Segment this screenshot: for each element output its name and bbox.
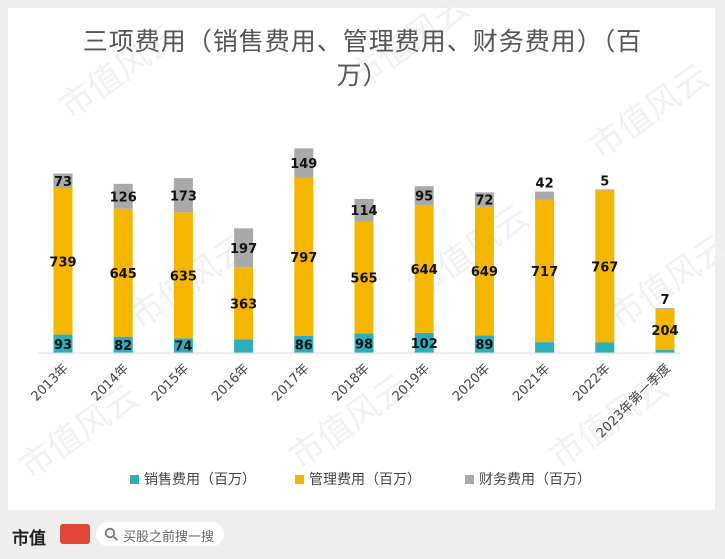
data-label-1-4: 797 — [290, 251, 317, 266]
bar-1-9 — [595, 190, 615, 343]
data-label-2-9: 5 — [600, 174, 609, 189]
data-label-1-0: 739 — [49, 255, 76, 270]
x-tick-label-7: 2020年 — [450, 361, 493, 404]
data-label-0-1: 82 — [114, 339, 132, 354]
bar-0-0 — [53, 334, 73, 353]
bar-1-3 — [234, 267, 254, 340]
x-tick-label-8: 2021年 — [510, 361, 553, 404]
x-tick-label-2: 2015年 — [149, 361, 192, 404]
bar-0-10 — [655, 350, 675, 353]
bar-1-4 — [294, 177, 314, 336]
bar-2-6 — [414, 186, 434, 206]
legend: 销售费用（百万） 管理费用（百万） 财务费用（百万） — [130, 472, 591, 488]
legend-label-0: 销售费用（百万） — [144, 472, 256, 488]
bar-0-7 — [474, 335, 494, 353]
data-label-0-2: 74 — [174, 340, 192, 355]
bar-0-4 — [294, 335, 314, 353]
data-label-1-7: 649 — [471, 265, 498, 280]
search-box[interactable]: 买股之前搜一搜 — [96, 522, 224, 546]
data-label-2-1: 126 — [110, 190, 137, 205]
data-label-0-0: 93 — [54, 338, 72, 353]
data-label-1-5: 565 — [350, 272, 377, 287]
data-label-1-6: 644 — [411, 263, 438, 278]
bar-1-7 — [474, 206, 494, 336]
data-label-0-5: 98 — [355, 337, 373, 352]
bar-1-6 — [414, 205, 434, 333]
bar-1-10 — [655, 309, 675, 351]
bars-layer: 9373973826451267463517369363197867971499… — [49, 148, 679, 355]
bar-1-0 — [53, 188, 73, 335]
brand-logo[interactable]: 市值 — [12, 529, 46, 549]
bar-2-3 — [234, 228, 254, 268]
data-label-1-3: 363 — [230, 297, 257, 312]
stacked-bar-chart: 市值风云市值风云市值风云市值风云市值风云市值风云市值风云市值风云市值风云 937… — [12, 16, 680, 488]
legend-swatch-0 — [130, 475, 139, 484]
data-label-1-10: 204 — [651, 324, 678, 339]
chart-title-line-2: 万） — [336, 61, 389, 90]
bar-2-9 — [595, 189, 615, 191]
bar-2-8 — [535, 191, 555, 200]
brand-mark-logo — [60, 524, 90, 544]
search-icon — [104, 527, 118, 541]
data-label-1-8: 717 — [531, 265, 558, 280]
bar-2-1 — [113, 183, 133, 209]
data-label-0-7: 89 — [475, 338, 493, 353]
bar-2-10 — [655, 308, 675, 310]
legend-label-2: 财务费用（百万） — [479, 472, 591, 488]
legend-label-1: 管理费用（百万） — [309, 472, 421, 488]
search-placeholder: 买股之前搜一搜 — [123, 530, 215, 545]
data-label-2-2: 173 — [170, 189, 197, 204]
data-label-1-1: 645 — [110, 267, 137, 282]
chart-title-line-1: 三项费用（销售费用、管理费用、财务费用）（百 — [82, 27, 643, 56]
legend-swatch-1 — [295, 475, 304, 484]
footer-bar: 市值 买股之前搜一搜 — [0, 510, 725, 559]
bar-2-5 — [354, 198, 374, 222]
data-label-0-4: 86 — [295, 338, 313, 353]
bar-0-3 — [234, 339, 254, 353]
data-label-2-8: 42 — [536, 177, 554, 192]
legend-swatch-2 — [465, 475, 474, 484]
data-label-2-4: 149 — [290, 157, 317, 172]
data-label-0-6: 102 — [411, 337, 438, 352]
bar-2-2 — [173, 178, 193, 213]
x-tick-label-4: 2017年 — [269, 361, 312, 404]
bar-0-5 — [354, 333, 374, 353]
data-label-2-10: 7 — [660, 293, 669, 308]
x-tick-label-0: 2013年 — [29, 361, 72, 404]
data-label-2-3: 197 — [230, 242, 257, 257]
data-label-2-7: 72 — [475, 194, 493, 209]
bar-1-1 — [113, 208, 133, 337]
bar-0-9 — [595, 342, 615, 353]
data-label-2-6: 95 — [415, 190, 433, 205]
bar-1-5 — [354, 221, 374, 334]
data-label-1-9: 767 — [591, 260, 618, 275]
bar-0-2 — [173, 338, 193, 353]
bar-2-0 — [53, 173, 73, 189]
data-label-2-5: 114 — [350, 204, 377, 219]
bar-1-2 — [173, 212, 193, 339]
bar-0-6 — [414, 332, 434, 353]
bar-0-8 — [535, 342, 555, 353]
x-tick-label-3: 2016年 — [209, 361, 252, 404]
bar-1-8 — [535, 199, 555, 343]
bar-2-4 — [294, 148, 314, 178]
bar-2-7 — [474, 192, 494, 207]
bar-0-1 — [113, 336, 133, 353]
data-label-2-0: 73 — [54, 175, 72, 190]
data-label-1-2: 635 — [170, 269, 197, 284]
